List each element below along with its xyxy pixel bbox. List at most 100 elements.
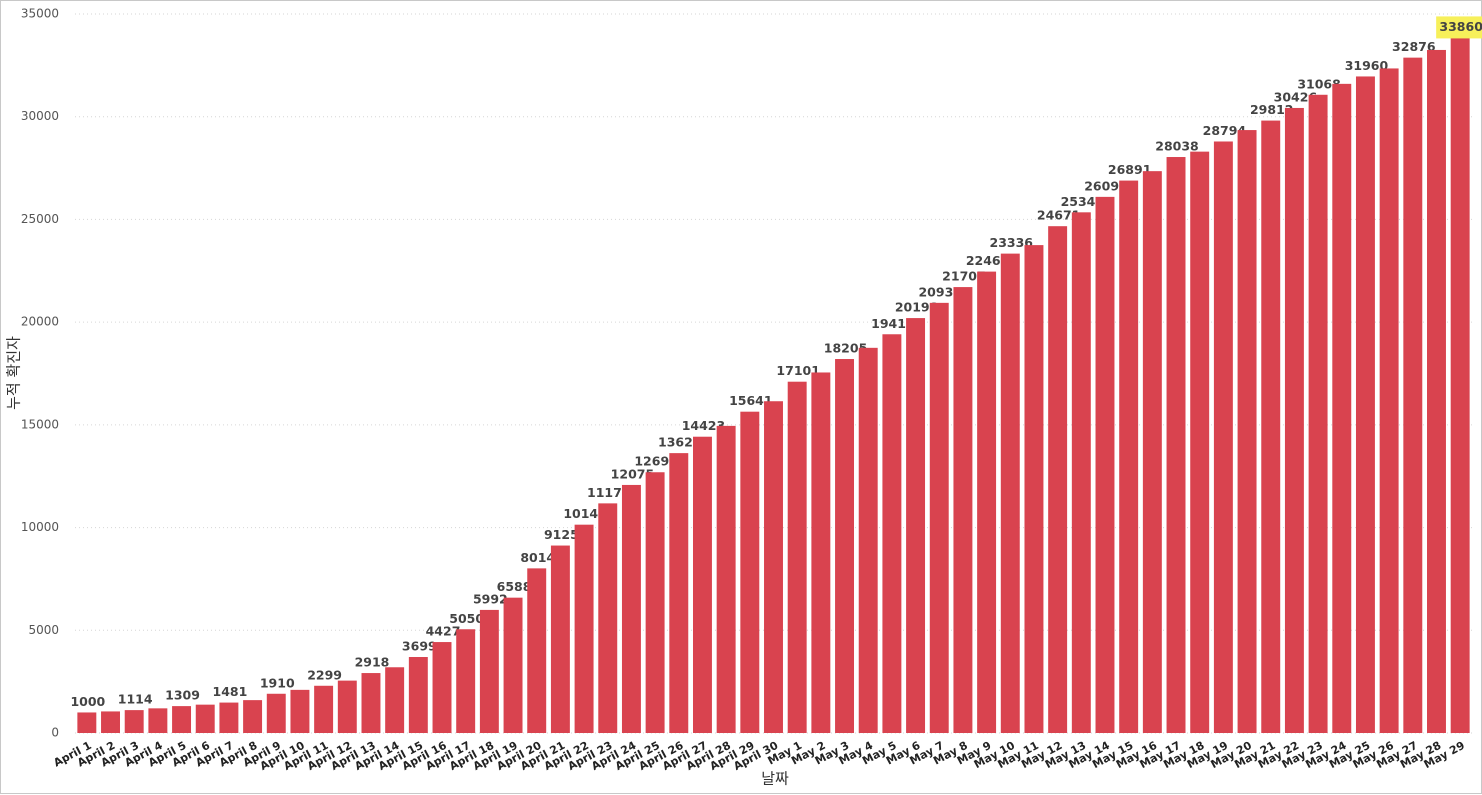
bar xyxy=(1237,130,1257,733)
bar xyxy=(101,711,120,733)
bar xyxy=(219,702,239,733)
bar xyxy=(432,642,452,733)
bar xyxy=(124,710,144,733)
bar xyxy=(290,689,310,733)
bar xyxy=(1142,171,1162,734)
bar xyxy=(385,667,405,733)
value-label: 22460 xyxy=(966,253,1010,268)
bar xyxy=(929,302,949,733)
value-label: 1481 xyxy=(213,684,248,699)
bar xyxy=(977,271,997,733)
value-label: 26891 xyxy=(1108,162,1152,177)
y-axis-title: 누적 확진자 xyxy=(5,336,23,410)
bar xyxy=(598,503,618,733)
bar xyxy=(1071,212,1091,733)
value-label: 1309 xyxy=(165,688,200,703)
value-label: 5992 xyxy=(473,591,508,606)
value-label: 23336 xyxy=(990,235,1034,250)
bar xyxy=(621,484,641,733)
bar xyxy=(811,372,831,733)
bar xyxy=(503,597,523,733)
bar xyxy=(1403,57,1423,733)
bar xyxy=(1119,180,1139,733)
value-label: 19410 xyxy=(871,316,915,331)
value-label: 3699 xyxy=(402,639,437,654)
bar xyxy=(1261,120,1281,733)
x-axis-title: 날짜 xyxy=(761,770,789,788)
bar xyxy=(1355,76,1375,733)
value-label: 1000 xyxy=(70,694,105,709)
bar xyxy=(835,359,855,733)
value-label: 20939 xyxy=(918,284,962,299)
y-tick-label: 15000 xyxy=(21,417,59,431)
bar xyxy=(1308,94,1328,733)
bar xyxy=(148,708,168,733)
bar xyxy=(574,524,594,733)
bar xyxy=(787,381,807,733)
value-label: 28794 xyxy=(1203,123,1247,138)
bar xyxy=(361,673,381,733)
value-label: 12075 xyxy=(611,466,655,481)
value-label: 31068 xyxy=(1297,76,1341,91)
bar xyxy=(1095,196,1115,734)
bar xyxy=(1166,157,1186,733)
value-label: 17101 xyxy=(776,363,820,378)
bar xyxy=(195,704,215,733)
value-label: 8014 xyxy=(520,550,555,565)
bar xyxy=(1024,245,1044,733)
value-label: 30426 xyxy=(1274,89,1318,104)
value-label: 28038 xyxy=(1155,139,1199,154)
bar xyxy=(882,334,902,733)
value-label: 25346 xyxy=(1061,194,1105,209)
value-label: 11178 xyxy=(587,485,631,500)
value-label: 9125 xyxy=(544,527,579,542)
bar xyxy=(77,712,97,733)
bar xyxy=(314,685,334,733)
label-highlight xyxy=(1436,16,1482,39)
y-tick-label: 30000 xyxy=(21,109,59,123)
value-label: 12693 xyxy=(634,454,678,469)
value-label: 21707 xyxy=(942,269,986,284)
bar xyxy=(669,453,689,733)
bar xyxy=(906,318,926,733)
bar xyxy=(1450,37,1470,733)
bar xyxy=(1427,49,1446,733)
bar xyxy=(1213,141,1233,734)
bar xyxy=(764,401,783,733)
value-label: 29812 xyxy=(1250,102,1294,117)
bar xyxy=(953,287,973,733)
y-tick-label: 5000 xyxy=(28,623,59,637)
bar xyxy=(1048,226,1068,733)
value-label: 1910 xyxy=(260,675,295,690)
value-label: 4427 xyxy=(426,624,461,639)
value-label: 31960 xyxy=(1345,58,1389,73)
value-label: 2918 xyxy=(355,655,390,670)
bar xyxy=(550,545,570,733)
y-tick-label: 25000 xyxy=(21,212,59,226)
y-tick-label: 0 xyxy=(51,726,59,740)
y-tick-label: 20000 xyxy=(21,315,59,329)
value-label: 14423 xyxy=(682,418,726,433)
value-label: 10141 xyxy=(563,506,607,521)
bar xyxy=(1284,107,1304,734)
y-tick-label: 35000 xyxy=(21,7,59,21)
bar xyxy=(1379,68,1399,733)
value-label: 24671 xyxy=(1037,208,1081,223)
bar xyxy=(266,693,286,733)
value-label: 13624 xyxy=(658,435,702,450)
value-label: 20198 xyxy=(895,300,939,315)
bar xyxy=(337,680,357,733)
bar xyxy=(408,657,428,733)
value-label: 26098 xyxy=(1084,178,1128,193)
value-label: 18205 xyxy=(824,341,868,356)
bar xyxy=(527,568,547,733)
value-label: 2299 xyxy=(307,667,342,682)
bar xyxy=(243,700,263,733)
bar xyxy=(456,629,476,733)
value-label: 32876 xyxy=(1392,39,1436,54)
bar xyxy=(645,472,665,733)
value-label: 6588 xyxy=(497,579,532,594)
value-label: 33860 xyxy=(1439,19,1482,34)
bar xyxy=(740,411,760,733)
